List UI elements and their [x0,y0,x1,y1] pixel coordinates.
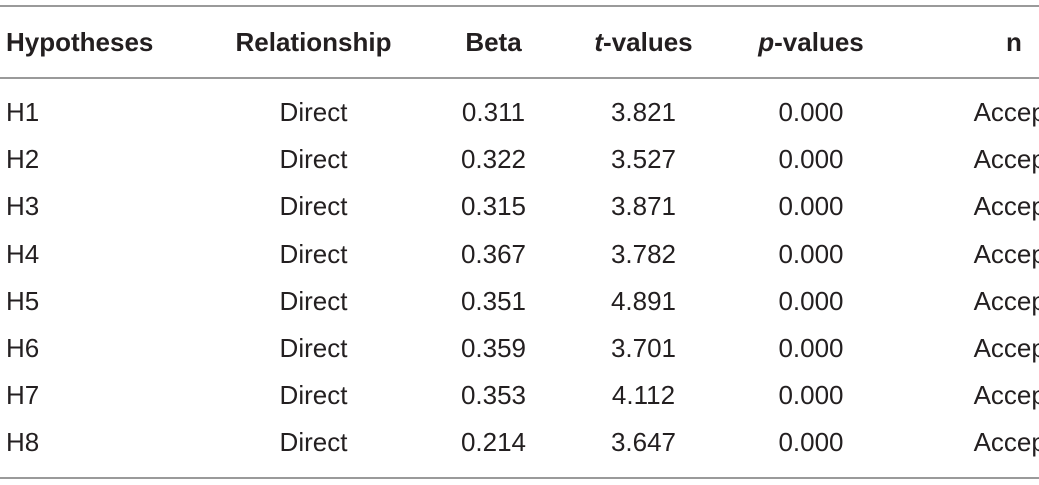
cell-t-value: 4.891 [610,285,677,316]
header-p-values-prefix: p [758,26,775,57]
cell-relationship: Direct [279,333,348,364]
cell-beta: 0.359 [460,333,527,364]
table-row: H1 Direct 0.311 3.821 0.000 Accepted [0,78,1039,136]
cell-relationship: Direct [279,380,348,411]
cell-n: Accepted [973,285,1039,316]
cell-t-value: 3.647 [610,427,677,458]
cell-hypothesis: H7 [6,380,40,411]
cell-hypothesis: H5 [6,285,40,316]
cell-p-value: 0.000 [778,285,844,316]
cell-p-value: 0.000 [778,97,844,128]
cell-t-value: 3.821 [610,97,677,128]
table-row: H6 Direct 0.359 3.701 0.000 Accepted [0,325,1039,372]
cell-p-value: 0.000 [778,238,844,269]
cell-beta: 0.315 [460,191,527,222]
table-header: Hypotheses Relationship Beta t-values p-… [0,6,1039,78]
cell-p-value: 0.000 [778,144,844,175]
header-p-values: p-values [716,6,906,78]
cell-n: Accepted [973,238,1039,269]
cell-t-value: 4.112 [611,380,676,411]
cell-beta: 0.322 [460,144,527,175]
table-row: H7 Direct 0.353 4.112 0.000 Accepted [0,372,1039,419]
table-row: H4 Direct 0.367 3.782 0.000 Accepted [0,231,1039,278]
cell-p-value: 0.000 [778,427,844,458]
cell-t-value: 3.527 [610,144,677,175]
cell-hypothesis: H1 [6,97,40,128]
header-p-values-suffix: -values [774,26,864,57]
header-t-values-suffix: -values [603,26,693,57]
cell-relationship: Direct [279,238,348,269]
cell-beta: 0.214 [460,427,527,458]
hypotheses-table: Hypotheses Relationship Beta t-values p-… [0,5,1039,479]
header-hypotheses: Hypotheses [6,26,154,57]
cell-beta: 0.311 [461,97,526,128]
hypotheses-table-container: Hypotheses Relationship Beta t-values p-… [0,5,1039,479]
cell-beta: 0.353 [460,380,527,411]
cell-n: Accepted [973,97,1039,128]
header-beta: Beta [465,26,522,57]
cell-p-value: 0.000 [778,333,844,364]
cell-t-value: 3.871 [610,191,677,222]
cell-hypothesis: H3 [6,191,40,222]
cell-hypothesis: H6 [6,333,40,364]
cell-hypothesis: H8 [6,427,40,458]
header-relationship: Relationship [235,26,392,57]
cell-n: Accepted [973,191,1039,222]
table-row: H3 Direct 0.315 3.871 0.000 Accepted [0,183,1039,230]
table-row: H8 Direct 0.214 3.647 0.000 Accepted [0,419,1039,478]
table-row: H2 Direct 0.322 3.527 0.000 Accepted [0,136,1039,183]
cell-t-value: 3.782 [610,238,677,269]
header-t-values-prefix: t [594,26,604,57]
cell-hypothesis: H2 [6,144,40,175]
cell-relationship: Direct [279,427,348,458]
cell-n: Accepted [973,427,1039,458]
table-row: H5 Direct 0.351 4.891 0.000 Accepted [0,278,1039,325]
header-t-values: t-values [571,6,716,78]
cell-n: Accepted [973,333,1039,364]
cell-relationship: Direct [279,144,348,175]
table-body: H1 Direct 0.311 3.821 0.000 Accepted H2 Direct 0… [0,78,1039,478]
cell-hypothesis: H4 [6,238,40,269]
cell-p-value: 0.000 [778,380,844,411]
cell-beta: 0.351 [460,285,527,316]
cell-t-value: 3.701 [610,333,677,364]
cell-n: Accepted [973,144,1039,175]
cell-relationship: Direct [279,97,348,128]
cell-beta: 0.367 [460,238,527,269]
cell-p-value: 0.000 [778,191,844,222]
cell-n: Accepted [973,380,1039,411]
cell-relationship: Direct [279,191,348,222]
cell-relationship: Direct [279,285,348,316]
header-row: Hypotheses Relationship Beta t-values p-… [0,6,1039,78]
header-n: n [1006,26,1022,57]
